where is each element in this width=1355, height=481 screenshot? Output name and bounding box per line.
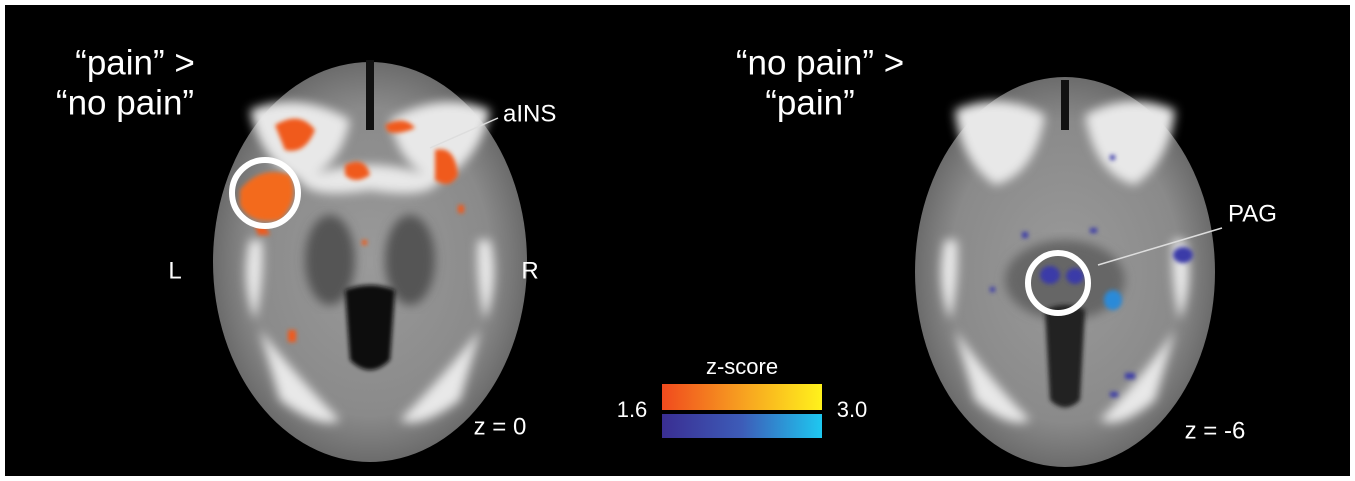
panel-title: “pain” xyxy=(765,83,854,122)
hemisphere-label: R xyxy=(521,257,538,284)
slice-label: z = 0 xyxy=(474,413,527,440)
brain-slice-left xyxy=(213,60,527,462)
panel-title: “no pain” > xyxy=(736,43,904,82)
panel-title: “no pain” xyxy=(56,83,194,122)
colorbar-max: 3.0 xyxy=(837,397,868,422)
region-label: aINS xyxy=(503,100,556,127)
slice-label: z = -6 xyxy=(1185,417,1246,444)
hemisphere-label: L xyxy=(168,257,181,284)
colorbar-min: 1.6 xyxy=(617,397,648,422)
region-label: PAG xyxy=(1228,200,1277,227)
brain-slice-right xyxy=(915,77,1223,467)
colorbar-hot xyxy=(662,384,822,410)
colorbar-cold xyxy=(662,414,822,438)
colorbar: z-score 1.6 3.0 xyxy=(617,354,868,438)
colorbar-title: z-score xyxy=(706,354,778,379)
panel-title: “pain” > xyxy=(75,43,195,82)
